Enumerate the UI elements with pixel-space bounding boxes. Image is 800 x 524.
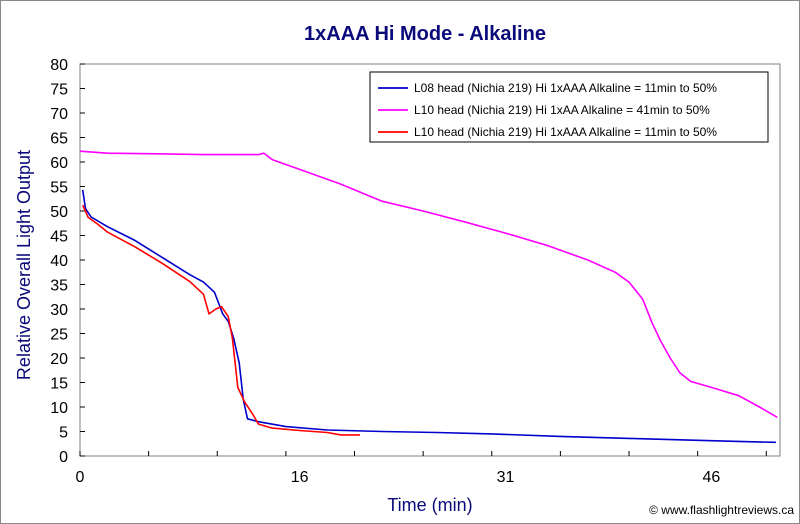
y-tick-label: 25: [50, 327, 68, 344]
y-tick-label: 75: [50, 82, 68, 99]
y-tick-label: 40: [50, 253, 68, 270]
x-tick-label: 0: [76, 469, 85, 486]
legend-label: L08 head (Nichia 219) Hi 1xAAA Alkaline …: [414, 81, 717, 95]
series-line-2: [79, 150, 778, 418]
x-tick-label: 46: [702, 469, 720, 486]
y-tick-label: 5: [59, 425, 68, 442]
legend-label: L10 head (Nichia 219) Hi 1xAA Alkaline =…: [414, 103, 710, 117]
y-tick-label: 20: [50, 351, 68, 368]
legend-box: [369, 71, 769, 143]
y-tick-label: 65: [50, 131, 68, 148]
y-tick-label: 80: [50, 57, 68, 74]
series-line-3: [81, 204, 360, 436]
legend-label: L10 head (Nichia 219) Hi 1xAAA Alkaline …: [414, 125, 717, 139]
y-tick-label: 0: [59, 449, 68, 466]
x-tick-label: 31: [497, 469, 515, 486]
y-tick-label: 55: [50, 180, 68, 197]
credit-text: © www.flashlightreviews.ca: [649, 503, 794, 517]
y-tick-label: 50: [50, 204, 68, 221]
y-axis-label: Relative Overall Light Output: [14, 150, 34, 380]
axes: 0 5 10 15 20 25 30 35 40 45 50 55 60 65 70 75 80 0 16 31 46: [50, 57, 767, 486]
chart-title: 1xAAA Hi Mode - Alkaline: [304, 23, 546, 45]
x-tick-label: 16: [291, 469, 309, 486]
y-tick-label: 10: [50, 400, 68, 417]
y-tick-label: 35: [50, 278, 68, 295]
y-tick-label: 45: [50, 229, 68, 246]
y-tick-label: 30: [50, 302, 68, 319]
series-group: [79, 150, 778, 444]
y-tick-label: 15: [50, 376, 68, 393]
y-tick-label: 70: [50, 106, 68, 123]
y-tick-label: 60: [50, 155, 68, 172]
series-line-1: [81, 189, 776, 444]
legend: L08 head (Nichia 219) Hi 1xAAA Alkaline …: [369, 71, 769, 143]
x-axis-label: Time (min): [387, 495, 472, 515]
